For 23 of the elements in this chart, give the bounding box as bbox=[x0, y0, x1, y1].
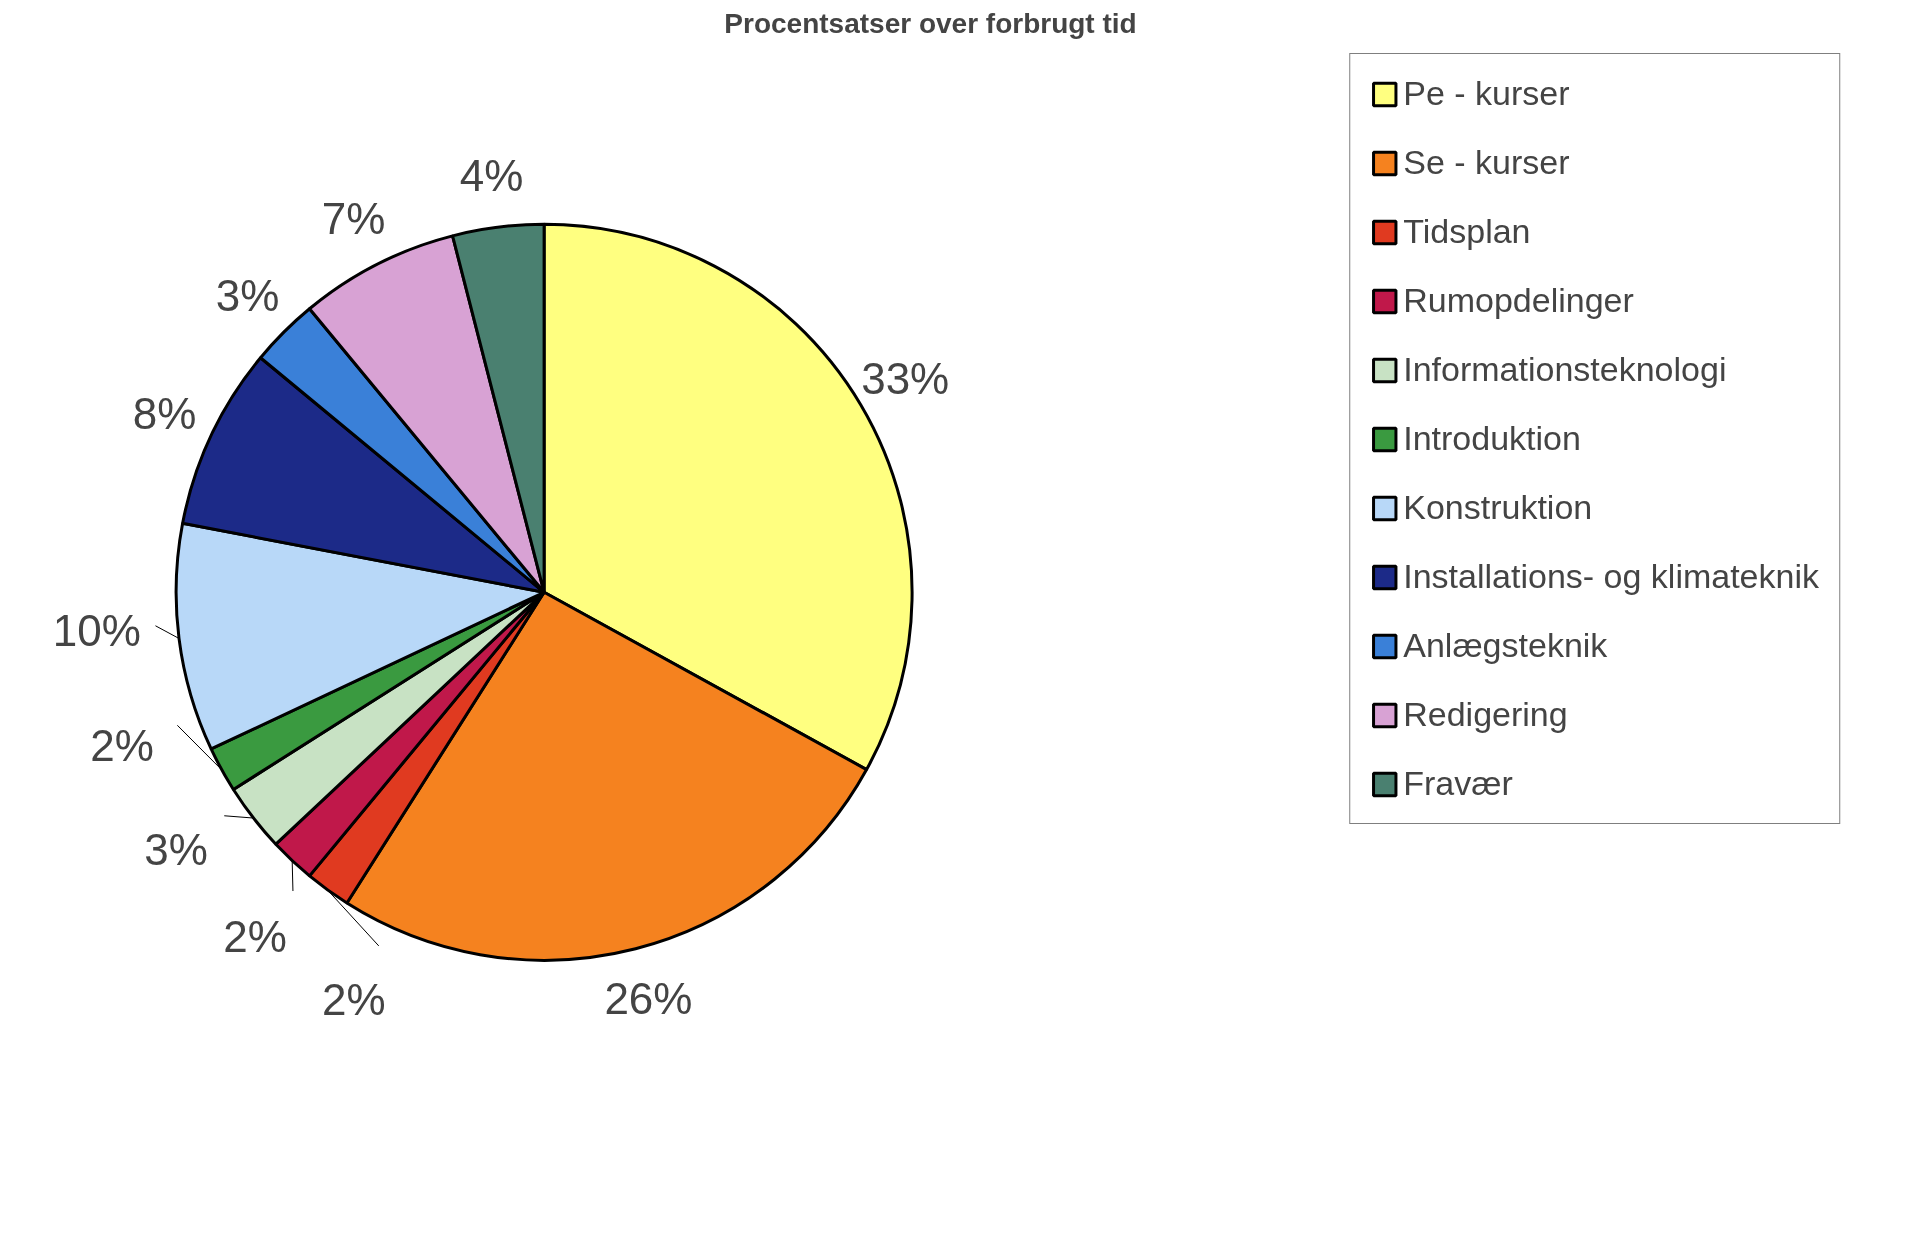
data-label: 8% bbox=[132, 389, 197, 439]
legend-label: Rumopdelinger bbox=[1403, 281, 1634, 320]
legend-label: Informationsteknologi bbox=[1403, 350, 1727, 389]
legend-label: Tidsplan bbox=[1403, 212, 1531, 251]
data-label: 33% bbox=[861, 354, 950, 404]
legend-label: Fravær bbox=[1403, 764, 1513, 803]
chart-title: Procentsatser over forbrugt tid bbox=[724, 7, 1137, 39]
data-label: 3% bbox=[215, 270, 280, 320]
legend-label: Se - kurser bbox=[1403, 143, 1570, 182]
legend-label: Konstruktion bbox=[1403, 488, 1593, 527]
legend-label: Pe - kurser bbox=[1403, 74, 1570, 113]
data-label: 3% bbox=[144, 825, 208, 875]
legend-label: Installations- og klimateknik bbox=[1403, 557, 1819, 596]
data-label: 7% bbox=[321, 193, 386, 243]
data-label: 10% bbox=[52, 606, 141, 656]
data-label: 4% bbox=[459, 151, 524, 201]
data-label: 2% bbox=[90, 720, 154, 770]
legend-label: Anlægsteknik bbox=[1403, 626, 1608, 665]
legend-label: Redigering bbox=[1403, 695, 1568, 734]
data-label: 2% bbox=[223, 911, 287, 961]
data-label: 26% bbox=[604, 974, 693, 1024]
data-label: 2% bbox=[322, 974, 386, 1024]
legend-label: Introduktion bbox=[1403, 419, 1581, 458]
